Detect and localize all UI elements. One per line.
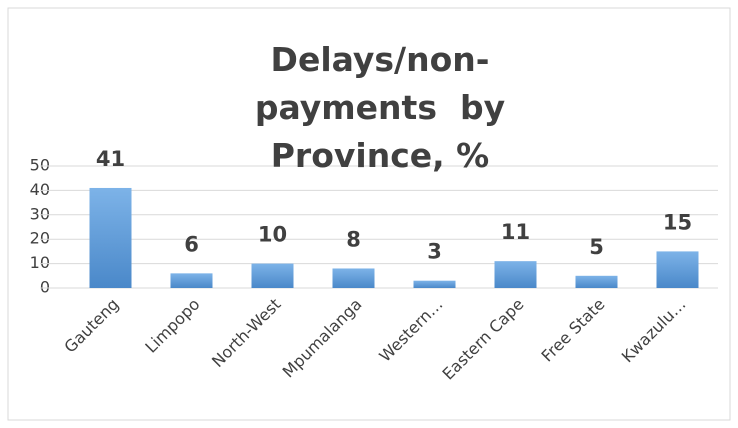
- data-label: 3: [427, 240, 442, 264]
- data-label: 5: [589, 235, 604, 259]
- data-label: 15: [663, 210, 692, 234]
- data-label: 11: [501, 220, 530, 244]
- bar: [575, 275, 618, 288]
- bar: [89, 187, 132, 288]
- bar: [413, 280, 456, 288]
- bar: [656, 251, 699, 288]
- chart-title: Delays/non-payments by Province, %: [254, 40, 517, 175]
- y-tick-label: 50: [30, 156, 50, 175]
- data-label: 8: [346, 227, 361, 251]
- y-tick-label: 20: [30, 229, 50, 248]
- data-label: 10: [258, 223, 287, 247]
- y-tick-label: 10: [30, 253, 50, 272]
- y-tick-label: 40: [30, 180, 50, 199]
- data-label: 41: [96, 147, 125, 171]
- y-tick-label: 0: [40, 278, 50, 297]
- bar: [494, 261, 537, 288]
- bar: [251, 263, 294, 288]
- bar: [170, 273, 213, 288]
- data-label: 6: [184, 232, 199, 256]
- y-tick-label: 30: [30, 204, 50, 223]
- bar: [332, 268, 375, 288]
